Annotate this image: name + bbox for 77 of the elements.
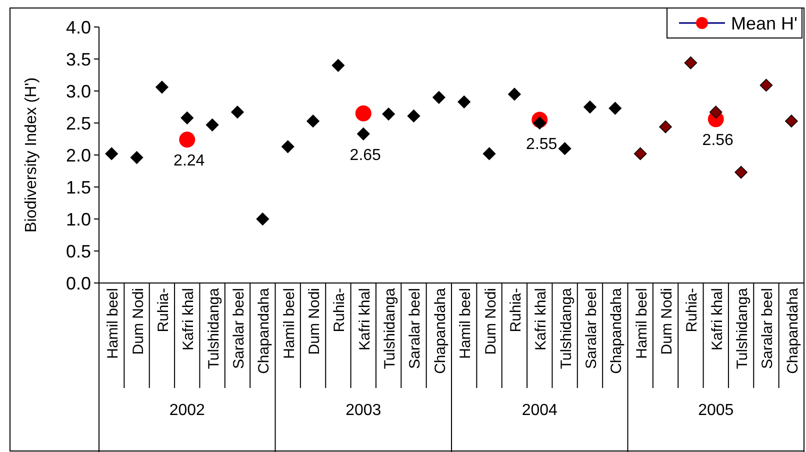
y-tick-label: 1.5 xyxy=(66,177,91,198)
point xyxy=(256,212,270,226)
x-tick-label: Ruhia- xyxy=(507,288,524,332)
x-tick-label: Kafri khal xyxy=(708,288,726,351)
point xyxy=(558,142,572,155)
x-tick-label: Saralar beel xyxy=(759,288,776,369)
x-tick-label: Dum Nodi xyxy=(482,288,500,355)
point xyxy=(180,111,194,124)
y-tick-label: 0.5 xyxy=(66,241,91,262)
data-label: 2.56 xyxy=(702,132,734,150)
x-tick-label: Chapandaha xyxy=(432,287,449,374)
point xyxy=(709,106,722,119)
legend-label: Mean H' xyxy=(731,13,798,34)
x-tick-label: Kafri khal xyxy=(180,288,198,351)
point xyxy=(206,118,219,132)
data-label: 2.55 xyxy=(526,136,558,153)
x-tick-label: Hamil beel xyxy=(104,288,122,359)
point xyxy=(760,78,773,92)
point xyxy=(659,120,672,134)
x-tick-label: Saralar beel xyxy=(406,288,424,369)
y-tick-label: 2.0 xyxy=(66,145,91,166)
x-tick-label: Dum Nodi xyxy=(658,288,676,355)
point xyxy=(533,116,546,130)
point xyxy=(356,127,370,140)
y-tick-label: 1.0 xyxy=(66,209,91,230)
point xyxy=(281,140,294,154)
x-tick-label: Dum Nodi xyxy=(306,288,324,355)
data-label: 2.24 xyxy=(174,152,205,170)
x-tick-label: Saralar beel xyxy=(230,288,248,369)
x-tick-label: Saralar beel xyxy=(582,288,600,369)
text: 2002 xyxy=(169,402,206,419)
point xyxy=(634,147,647,160)
y-tick-label: 3.0 xyxy=(66,81,91,102)
x-tick-label: Tulshidanga xyxy=(734,287,752,370)
point xyxy=(508,88,521,101)
x-tick-label: Dum Nodi xyxy=(130,288,147,355)
y-tick-label: 3.5 xyxy=(66,49,91,70)
point xyxy=(179,132,196,148)
point xyxy=(332,59,345,72)
x-tick-label: Tulshidanga xyxy=(558,287,575,370)
x-tick-label: Kafri khal xyxy=(532,288,550,351)
data-label: 2.65 xyxy=(350,146,382,164)
x-tick-label: Ruhia- xyxy=(154,288,172,332)
x-tick-label: Tulshidanga xyxy=(205,287,222,370)
point xyxy=(458,95,470,108)
x-tick-label: Hamil beel xyxy=(280,288,298,359)
x-tick-label: Chapandaha xyxy=(784,287,802,374)
x-tick-label: Chapandaha xyxy=(608,287,626,374)
x-tick-label: Hamil beel xyxy=(457,288,474,359)
x-tick-label: Kafri khal xyxy=(356,288,374,351)
point xyxy=(432,91,446,104)
x-tick-label: Ruhia- xyxy=(331,288,348,332)
point xyxy=(231,106,244,119)
text: 2003 xyxy=(346,402,382,419)
x-tick-label: Chapandaha xyxy=(256,287,273,374)
point xyxy=(584,100,596,114)
x-tick-label: Tulshidanga xyxy=(382,287,399,370)
point xyxy=(306,114,320,128)
y-tick-label: 0.0 xyxy=(66,273,91,294)
point xyxy=(105,147,118,160)
y-tick-label: 4.0 xyxy=(66,17,91,38)
point xyxy=(407,110,420,122)
point xyxy=(130,151,144,164)
point xyxy=(684,56,698,70)
point xyxy=(734,166,748,179)
point xyxy=(355,105,372,122)
point xyxy=(482,147,496,160)
text: 2004 xyxy=(522,402,558,419)
y-tick-label: 2.5 xyxy=(66,113,91,134)
y-axis-title: Biodiversity Index (H') xyxy=(23,77,40,233)
point xyxy=(608,102,622,115)
point xyxy=(785,114,798,128)
text: 2005 xyxy=(698,402,734,419)
point xyxy=(156,80,168,94)
point xyxy=(382,108,395,120)
x-tick-label: Hamil beel xyxy=(633,288,650,359)
x-tick-label: Ruhia- xyxy=(684,288,701,332)
